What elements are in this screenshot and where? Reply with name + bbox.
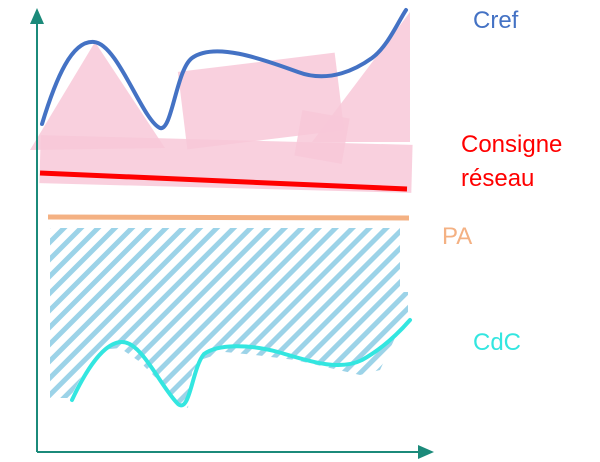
hatched-region	[50, 228, 408, 408]
pink-triangle-left	[30, 42, 165, 150]
cref-label: Cref	[473, 7, 519, 34]
consigne-line	[39, 170, 408, 192]
pink-regions	[30, 12, 413, 193]
cdc-curve	[70, 318, 412, 408]
pa-label: PA	[442, 223, 473, 250]
pa-line	[47, 214, 410, 221]
consigne-label-line1: Consigne	[461, 131, 563, 158]
consigne-label-line2: réseau	[461, 165, 535, 192]
consigne-label: Consigne réseau	[461, 128, 562, 196]
x-axis-arrow-icon	[418, 445, 434, 459]
pink-rect-small	[294, 110, 350, 164]
cref-curve	[40, 8, 408, 130]
axes	[30, 8, 434, 459]
cdc-label: CdC	[473, 329, 522, 356]
y-axis-arrow-icon	[30, 8, 44, 24]
